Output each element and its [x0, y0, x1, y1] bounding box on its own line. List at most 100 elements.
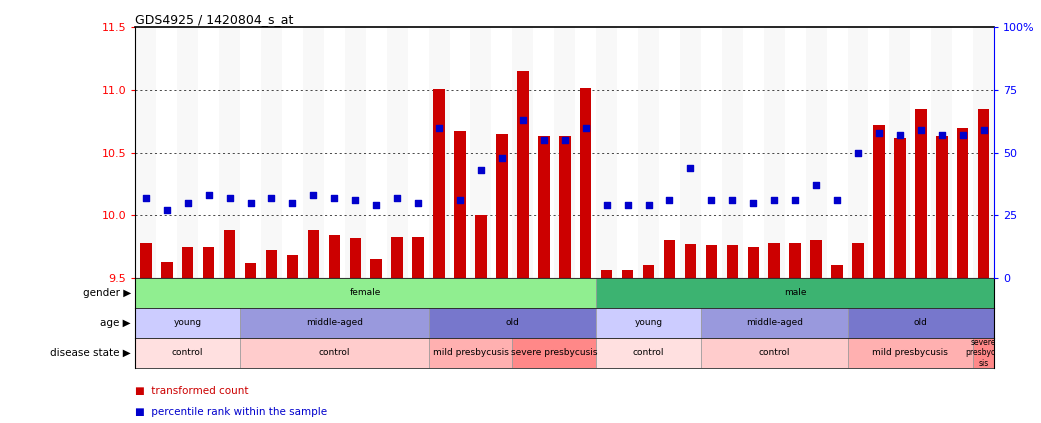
Bar: [810, 240, 821, 278]
Bar: [177, 27, 198, 278]
Point: [514, 117, 531, 124]
Point: [599, 202, 615, 209]
Bar: [785, 27, 806, 278]
Point: [243, 199, 259, 206]
Bar: [685, 244, 696, 278]
Text: female: female: [350, 288, 381, 297]
Bar: [429, 308, 596, 338]
Point: [535, 137, 552, 143]
Bar: [889, 27, 911, 278]
Bar: [533, 27, 554, 278]
Bar: [580, 88, 591, 278]
Bar: [701, 308, 847, 338]
Point: [703, 197, 719, 203]
Bar: [135, 308, 240, 338]
Point: [578, 124, 594, 131]
Bar: [412, 236, 424, 278]
Bar: [601, 270, 612, 278]
Bar: [261, 27, 282, 278]
Bar: [847, 308, 994, 338]
Point: [640, 202, 657, 209]
Bar: [429, 338, 512, 368]
Point: [829, 197, 845, 203]
Bar: [265, 250, 277, 278]
Text: control: control: [319, 349, 350, 357]
Bar: [512, 338, 596, 368]
Bar: [450, 27, 471, 278]
Bar: [806, 27, 827, 278]
Point: [179, 199, 196, 206]
Bar: [911, 27, 932, 278]
Point: [367, 202, 384, 209]
Bar: [953, 27, 973, 278]
Bar: [141, 243, 152, 278]
Bar: [847, 338, 973, 368]
Bar: [957, 128, 968, 278]
Bar: [240, 27, 261, 278]
Text: middle-aged: middle-aged: [745, 319, 803, 327]
Bar: [659, 27, 680, 278]
Text: age ▶: age ▶: [100, 318, 131, 328]
Bar: [596, 27, 617, 278]
Bar: [664, 240, 676, 278]
Bar: [386, 27, 408, 278]
Text: severe
presbycu-
sis: severe presbycu- sis: [965, 338, 1002, 368]
Point: [263, 194, 280, 201]
Bar: [429, 27, 450, 278]
Text: middle-aged: middle-aged: [306, 319, 363, 327]
Point: [661, 197, 678, 203]
Text: old: old: [506, 319, 519, 327]
Point: [222, 194, 238, 201]
Text: ■  percentile rank within the sample: ■ percentile rank within the sample: [135, 407, 328, 418]
Bar: [596, 338, 701, 368]
Bar: [203, 247, 214, 278]
Bar: [743, 27, 764, 278]
Text: ■  transformed count: ■ transformed count: [135, 386, 249, 396]
Bar: [491, 27, 512, 278]
Bar: [576, 27, 596, 278]
Bar: [642, 265, 655, 278]
Point: [326, 194, 342, 201]
Bar: [680, 27, 701, 278]
Point: [934, 132, 950, 139]
Text: disease state ▶: disease state ▶: [50, 348, 131, 358]
Point: [766, 197, 783, 203]
Point: [284, 199, 301, 206]
Bar: [868, 27, 889, 278]
Bar: [701, 338, 847, 368]
Bar: [371, 259, 382, 278]
Bar: [596, 308, 701, 338]
Bar: [727, 245, 738, 278]
Bar: [350, 238, 361, 278]
Bar: [475, 215, 487, 278]
Text: young: young: [634, 319, 662, 327]
Bar: [701, 27, 721, 278]
Bar: [932, 27, 953, 278]
Text: male: male: [784, 288, 807, 297]
Point: [410, 199, 427, 206]
Bar: [638, 27, 659, 278]
Bar: [161, 261, 173, 278]
Text: gender ▶: gender ▶: [83, 288, 131, 298]
Bar: [135, 338, 240, 368]
Point: [891, 132, 908, 139]
Bar: [240, 338, 429, 368]
Bar: [365, 27, 386, 278]
Text: severe presbycusis: severe presbycusis: [511, 349, 598, 357]
Bar: [245, 263, 256, 278]
Bar: [198, 27, 219, 278]
Bar: [538, 136, 550, 278]
Bar: [497, 134, 508, 278]
Point: [849, 149, 866, 156]
Bar: [768, 243, 780, 278]
Bar: [554, 27, 576, 278]
Point: [723, 197, 740, 203]
Text: control: control: [172, 349, 203, 357]
Bar: [219, 27, 240, 278]
Bar: [345, 27, 365, 278]
Bar: [559, 136, 570, 278]
Text: mild presbycusis: mild presbycusis: [433, 349, 508, 357]
Bar: [156, 27, 177, 278]
Point: [473, 167, 489, 173]
Point: [955, 132, 971, 139]
